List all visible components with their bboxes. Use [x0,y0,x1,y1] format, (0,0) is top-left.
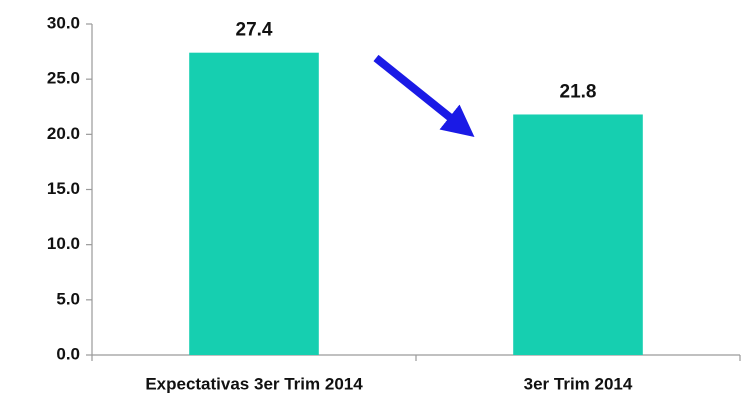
bar [513,114,643,356]
y-tick-label: 10.0 [47,234,80,253]
y-tick-label: 20.0 [47,124,80,143]
y-tick-label: 30.0 [47,13,80,32]
y-tick-label: 5.0 [56,289,80,308]
bar [189,52,319,355]
x-tick-label: 3er Trim 2014 [524,374,633,393]
y-tick-label: 25.0 [47,69,80,88]
y-tick-label: 15.0 [47,179,80,198]
trend-arrow [373,54,475,138]
value-label: 21.8 [560,81,597,102]
value-label: 27.4 [236,20,273,41]
y-tick-label: 0.0 [56,344,80,363]
x-tick-label: Expectativas 3er Trim 2014 [145,374,363,393]
